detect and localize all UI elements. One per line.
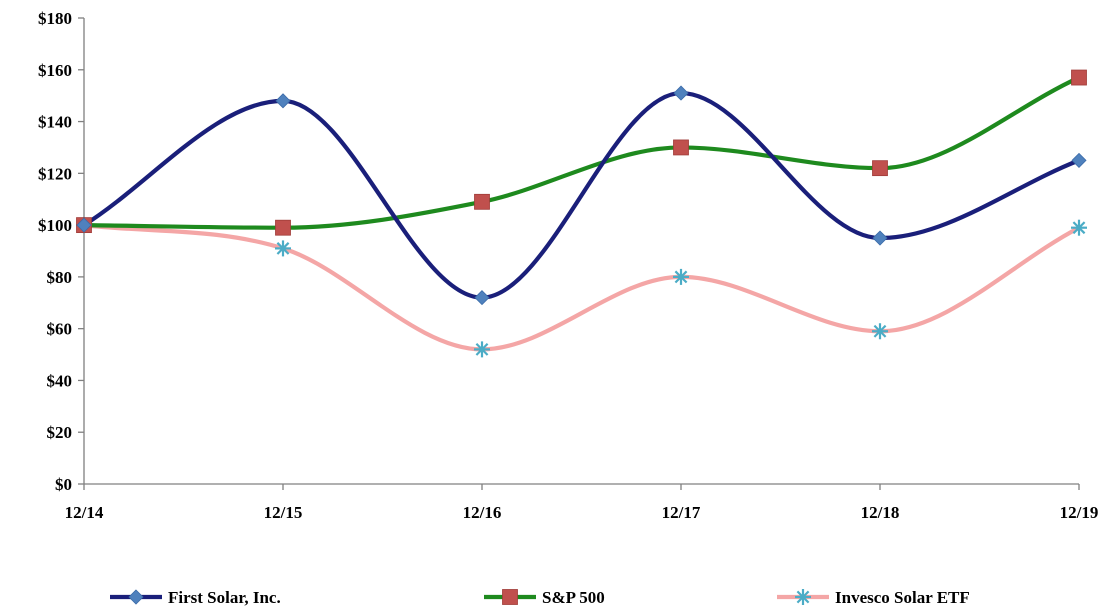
- y-tick-label: $40: [47, 371, 73, 390]
- x-tick-label: 12/16: [463, 503, 502, 522]
- x-tick-label: 12/15: [264, 503, 303, 522]
- series-markers: [76, 69, 1087, 358]
- legend-swatch-marker: [502, 589, 518, 605]
- y-tick-label: $80: [47, 268, 73, 287]
- legend-label: S&P 500: [542, 588, 605, 607]
- legend-swatch-marker: [795, 589, 811, 605]
- data-point-invesco-solar-etf: [275, 240, 291, 257]
- series-line-s-p-500: [81, 75, 1082, 230]
- data-point-first-solar-inc: [872, 230, 888, 246]
- x-tick-label: 12/14: [65, 503, 104, 522]
- y-tick-label: $160: [38, 61, 72, 80]
- data-point-invesco-solar-etf: [872, 323, 888, 340]
- data-point-first-solar-inc: [474, 290, 490, 306]
- y-tick-label: $20: [47, 423, 73, 442]
- data-point-s-p-500: [872, 160, 888, 177]
- x-tick-label: 12/17: [662, 503, 701, 522]
- data-point-s-p-500: [673, 139, 689, 156]
- data-point-s-p-500: [474, 193, 490, 210]
- legend-item-s-p-500: S&P 500: [484, 588, 605, 607]
- data-point-invesco-solar-etf: [673, 268, 689, 285]
- x-tick-label: 12/19: [1060, 503, 1099, 522]
- x-tick-label: 12/18: [861, 503, 900, 522]
- series-line-first-solar-inc: [81, 90, 1082, 300]
- legend-swatch-marker: [128, 589, 144, 605]
- legend-label: First Solar, Inc.: [168, 588, 281, 607]
- series-line-invesco-solar-etf: [81, 223, 1082, 352]
- y-tick-label: $140: [38, 113, 72, 132]
- legend-item-invesco-solar-etf: Invesco Solar ETF: [777, 588, 970, 607]
- data-point-first-solar-inc: [673, 85, 689, 101]
- y-tick-label: $0: [55, 475, 72, 494]
- data-point-first-solar-inc: [76, 217, 92, 233]
- y-tick-label: $100: [38, 216, 72, 235]
- legend-item-first-solar-inc: First Solar, Inc.: [110, 588, 281, 607]
- chart-axes: [78, 17, 1080, 490]
- y-tick-label: $180: [38, 9, 72, 28]
- data-point-first-solar-inc: [275, 93, 291, 109]
- data-point-invesco-solar-etf: [1071, 219, 1087, 236]
- y-tick-label: $60: [47, 320, 73, 339]
- data-point-first-solar-inc: [1071, 152, 1087, 168]
- data-point-s-p-500: [1071, 69, 1087, 86]
- series-lines: [81, 75, 1082, 352]
- x-axis-tick-labels: 12/14 12/15 12/16 12/17 12/18 12/19: [65, 503, 1099, 522]
- data-point-s-p-500: [275, 219, 291, 236]
- y-axis-tick-labels: $0 $20 $40 $60 $80 $100 $120 $140 $160 $180: [38, 9, 72, 494]
- chart-legend: First Solar, Inc. S&P 500 Invesco Solar ET…: [110, 588, 970, 607]
- data-point-invesco-solar-etf: [474, 341, 490, 358]
- y-tick-label: $120: [38, 164, 72, 183]
- legend-label: Invesco Solar ETF: [835, 588, 970, 607]
